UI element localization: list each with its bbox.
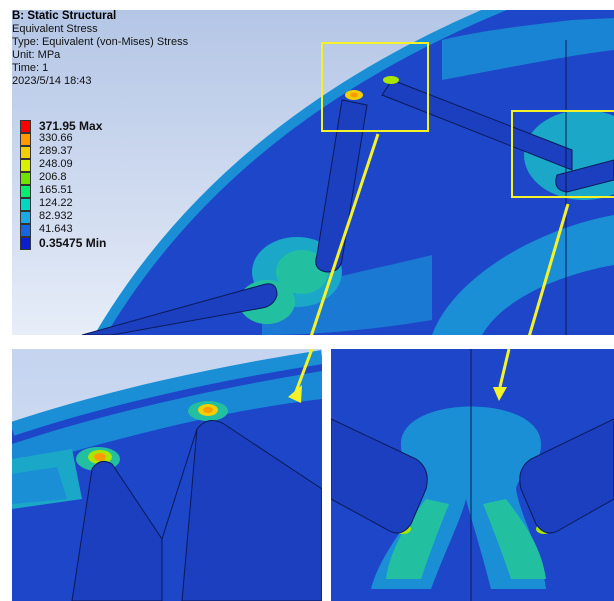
slot-4 (555, 159, 614, 193)
analysis-title: B: Static Structural (12, 10, 117, 22)
scale-swatch (20, 159, 31, 172)
main-stress-view[interactable]: B: Static Structural Equivalent Stress T… (12, 10, 614, 335)
zoom-view-root[interactable] (331, 349, 614, 601)
scale-max-label: 371.95 Max (39, 119, 103, 133)
result-time: Time: 1 (12, 62, 49, 74)
scale-label: 41.643 (39, 223, 73, 235)
root-detail-model (331, 349, 614, 601)
result-date: 2023/5/14 18:43 (12, 75, 92, 87)
rim-stress-band (95, 10, 508, 335)
scale-label: 248.09 (39, 158, 73, 170)
scale-swatch (20, 198, 31, 211)
scale-label: 289.37 (39, 145, 73, 157)
scale-swatch (20, 211, 31, 224)
result-name: Equivalent Stress (12, 23, 98, 35)
scale-label: 165.51 (39, 184, 73, 196)
slot-right (519, 418, 614, 534)
scale-swatch (20, 185, 31, 198)
zoom-view-rim[interactable] (12, 349, 322, 601)
slot-left (331, 418, 428, 534)
slot-1 (315, 99, 368, 273)
result-type: Type: Equivalent (von-Mises) Stress (12, 36, 189, 48)
scale-swatch (20, 224, 31, 237)
slot-2 (381, 79, 573, 171)
scale-label: 82.932 (39, 210, 73, 222)
scale-swatch (20, 133, 31, 146)
result-legend: B: Static Structural Equivalent Stress T… (12, 10, 242, 88)
result-unit: Unit: MPa (12, 49, 61, 61)
scale-label: 124.22 (39, 197, 73, 209)
scale-swatch (20, 120, 31, 133)
scale-label: 206.8 (39, 171, 67, 183)
highlight-box-root[interactable] (511, 110, 614, 198)
scale-min-label: 0.35475 Min (39, 236, 107, 250)
scale-swatch (20, 146, 31, 159)
scale-swatch (20, 237, 31, 250)
slot-3 (81, 283, 278, 335)
highlight-box-rim[interactable] (321, 42, 429, 132)
callout-arrows (309, 133, 570, 335)
rim-detail-model (12, 349, 322, 601)
scale-label: 330.66 (39, 132, 73, 144)
rotor-model-main (81, 10, 614, 335)
scale-swatch (20, 172, 31, 185)
rotor-disc (100, 10, 614, 335)
